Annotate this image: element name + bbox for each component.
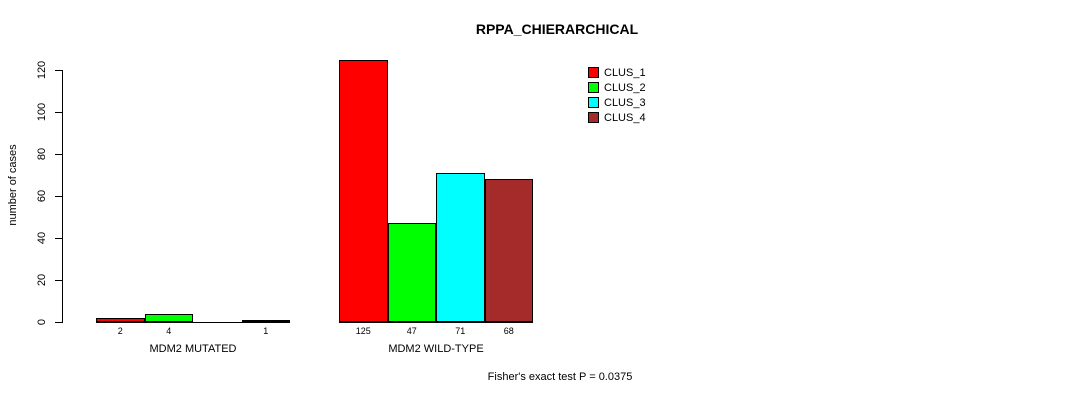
legend-item: CLUS_1 [588, 65, 646, 80]
y-tick-mark [55, 154, 62, 155]
y-tick-mark [55, 70, 62, 71]
bar-value-label: 47 [406, 326, 417, 336]
legend-color-swatch [588, 67, 599, 78]
legend-label: CLUS_2 [604, 81, 646, 94]
legend-item: CLUS_3 [588, 95, 646, 110]
fisher-test-note: Fisher's exact test P = 0.0375 [487, 371, 633, 383]
bar-clus_2 [144, 313, 193, 322]
y-tick-mark [55, 112, 62, 113]
y-tick-label: 100 [36, 102, 48, 122]
bar-clus_1 [339, 59, 388, 322]
bar-value-label: 125 [355, 326, 371, 336]
legend-color-swatch [588, 82, 599, 93]
x-category-label: MDM2 WILD-TYPE [388, 343, 484, 355]
legend-label: CLUS_1 [604, 66, 646, 79]
zero-baseline [96, 322, 290, 323]
y-tick-label: 20 [36, 273, 48, 287]
y-tick-label: 80 [36, 147, 48, 161]
bar-clus_4 [241, 319, 290, 322]
bar-clus_2 [387, 223, 436, 322]
y-tick-label: 120 [36, 60, 48, 80]
y-tick-label: 0 [36, 318, 48, 326]
chart-title: RPPA_CHIERARCHICAL [475, 21, 639, 37]
legend-color-swatch [588, 112, 599, 123]
x-category-label: MDM2 MUTATED [149, 343, 237, 355]
y-tick-mark [55, 280, 62, 281]
legend-color-swatch [588, 97, 599, 108]
bar-value-label: 2 [117, 326, 123, 336]
legend: CLUS_1 CLUS_2 CLUS_3 CLUS_4 [588, 65, 646, 125]
bar-clus_1 [96, 317, 145, 322]
y-tick-mark [55, 238, 62, 239]
bar-clus_3 [436, 172, 485, 322]
legend-item: CLUS_2 [588, 80, 646, 95]
y-tick-mark [55, 322, 62, 323]
bar-value-label: 71 [455, 326, 466, 336]
bar-value-label: 68 [503, 326, 514, 336]
bar-clus_4 [484, 179, 533, 322]
bar-value-label: 1 [263, 326, 269, 336]
y-tick-label: 40 [36, 231, 48, 245]
legend-label: CLUS_4 [604, 111, 646, 124]
bar-value-label: 4 [166, 326, 172, 336]
y-tick-label: 60 [36, 189, 48, 203]
y-axis-label: number of cases [7, 144, 19, 226]
legend-item: CLUS_4 [588, 110, 646, 125]
legend-label: CLUS_3 [604, 96, 646, 109]
y-tick-mark [55, 196, 62, 197]
zero-baseline [339, 322, 533, 323]
y-axis-line [62, 70, 63, 323]
